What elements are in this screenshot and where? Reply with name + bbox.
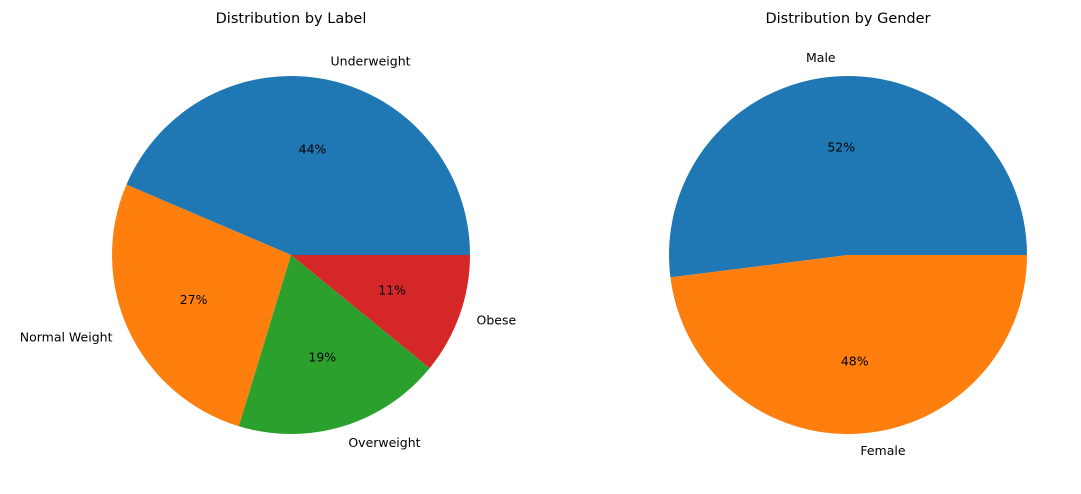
label-slice-obese [291,255,470,369]
label-slice-underweight [126,76,470,256]
gender-pie-title: Distribution by Gender [765,11,930,27]
label-label-obese: Obese [476,313,516,328]
gender-pct-female: 48% [841,354,869,369]
label-label-normal-weight: Normal Weight [20,330,113,345]
label-pie-chart: Distribution by Label Underweight 44% Norm… [20,11,517,450]
label-pct-underweight: 44% [299,141,327,156]
gender-label-female: Female [860,443,906,458]
label-slice-overweight [238,255,430,434]
gender-slice-female [670,255,1027,435]
gender-label-male: Male [806,50,836,65]
gender-pie-chart: Distribution by Gender Male 52% Female 48% [669,11,1027,458]
label-pct-normal-weight: 27% [180,292,208,307]
label-pie-title: Distribution by Label [216,11,367,27]
label-slice-normal-weight [112,184,292,427]
label-label-overweight: Overweight [348,435,420,450]
gender-slice-male [669,76,1027,278]
label-pct-overweight: 19% [308,349,336,364]
gender-pct-male: 52% [827,139,855,154]
label-pct-obese: 11% [378,283,406,298]
label-label-underweight: Underweight [331,54,411,69]
